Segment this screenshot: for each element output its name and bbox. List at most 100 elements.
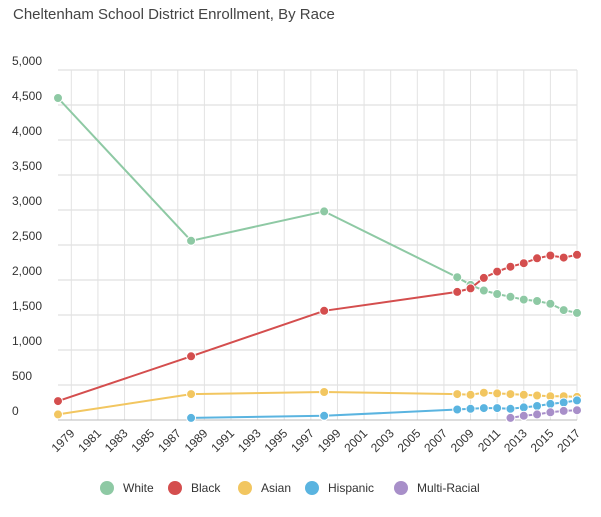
data-point (558, 305, 569, 316)
data-point (478, 403, 489, 414)
legend-swatch (305, 481, 319, 495)
y-tick-label: 1,500 (12, 299, 42, 313)
data-point (532, 253, 543, 264)
data-point (492, 266, 503, 277)
x-tick-label: 2001 (341, 426, 370, 455)
data-point (532, 296, 543, 306)
data-point (452, 272, 463, 283)
y-tick-label: 4,000 (12, 124, 42, 138)
y-tick-label: 0 (12, 404, 19, 418)
data-point (478, 387, 489, 398)
y-tick-label: 3,500 (12, 159, 42, 173)
data-point (505, 261, 516, 272)
data-point (505, 389, 516, 400)
data-point (545, 250, 556, 261)
x-tick-label: 1993 (235, 426, 264, 455)
legend-label: Asian (261, 481, 291, 495)
data-point (505, 412, 516, 423)
chart-series (53, 93, 582, 423)
data-point (319, 410, 330, 421)
data-point (478, 272, 489, 283)
data-point (572, 405, 582, 416)
x-tick-label: 2005 (395, 426, 424, 455)
y-tick-label: 1,000 (12, 334, 42, 348)
legend-swatch (168, 481, 182, 495)
data-point (465, 389, 476, 400)
data-point (319, 206, 330, 217)
x-tick-label: 1989 (182, 426, 211, 455)
y-tick-label: 4,500 (12, 89, 42, 103)
data-point (518, 402, 529, 413)
x-tick-label: 1987 (155, 426, 184, 455)
data-point (452, 389, 463, 400)
data-point (186, 412, 197, 423)
data-point (492, 289, 503, 299)
y-axis: 0 500 1,000 1,500 2,000 2,500 3,000 3,500 4,000 4… (12, 54, 42, 418)
data-point (319, 387, 330, 397)
x-tick-label: 2011 (475, 426, 503, 454)
data-point (518, 294, 529, 305)
data-point (319, 305, 330, 316)
x-tick-label: 1997 (288, 426, 317, 455)
x-tick-label: 1995 (262, 426, 291, 455)
legend-label: White (123, 481, 154, 495)
chart-legend: White Black Asian Hispanic Multi-Racial (100, 481, 480, 495)
data-point (558, 405, 569, 416)
data-point (558, 252, 569, 263)
x-axis: 1979198119831985198719891991199319951997… (49, 426, 584, 455)
legend-swatch (394, 481, 408, 495)
data-point (532, 409, 543, 420)
y-tick-label: 2,500 (12, 229, 42, 243)
legend-label: Black (191, 481, 221, 495)
data-point (452, 404, 463, 415)
data-point (53, 409, 63, 420)
y-tick-label: 3,000 (12, 194, 42, 208)
data-point (572, 307, 582, 318)
data-point (186, 351, 197, 362)
legend-swatch (238, 481, 252, 495)
data-point (492, 388, 503, 399)
data-point (545, 407, 556, 418)
data-point (572, 249, 582, 260)
data-point (545, 398, 556, 409)
chart-grid (58, 69, 578, 421)
data-point (505, 403, 516, 414)
data-point (478, 285, 489, 296)
y-tick-label: 5,000 (12, 54, 42, 68)
data-point (518, 410, 529, 421)
legend-label: Multi-Racial (417, 481, 480, 495)
x-tick-label: 1999 (315, 426, 344, 455)
data-point (452, 286, 463, 297)
x-tick-label: 2009 (448, 426, 477, 455)
data-point (532, 401, 543, 411)
chart-title: Cheltenham School District Enrollment, B… (13, 6, 335, 23)
series-line (57, 253, 578, 403)
data-point (186, 235, 197, 246)
data-point (492, 403, 503, 414)
legend-label: Hispanic (328, 481, 374, 495)
data-point (558, 397, 569, 408)
x-tick-label: 2003 (368, 426, 397, 455)
x-tick-label: 1991 (208, 426, 237, 455)
y-tick-label: 2,000 (12, 264, 42, 278)
data-point (186, 389, 197, 400)
data-point (53, 93, 63, 103)
data-point (572, 395, 582, 406)
data-point (465, 403, 476, 414)
x-tick-label: 2013 (501, 426, 530, 455)
data-point (532, 390, 543, 401)
x-tick-label: 2007 (421, 426, 450, 455)
x-tick-label: 1983 (102, 426, 131, 455)
x-tick-label: 1979 (49, 426, 78, 455)
data-point (505, 291, 516, 302)
x-tick-label: 1985 (128, 426, 157, 455)
y-tick-label: 500 (12, 369, 32, 383)
data-point (465, 283, 476, 294)
x-tick-label: 2017 (554, 426, 583, 455)
x-tick-label: 2015 (528, 426, 557, 455)
x-tick-label: 1981 (75, 426, 104, 455)
data-point (518, 258, 529, 269)
legend-swatch (100, 481, 114, 495)
data-point (518, 389, 529, 400)
